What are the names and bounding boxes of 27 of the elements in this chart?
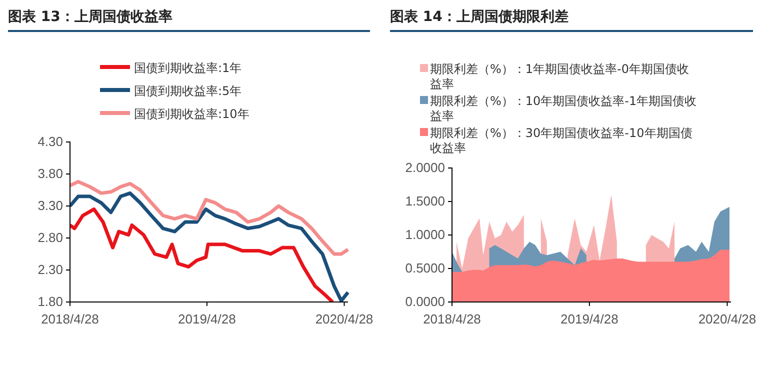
- line-series: [70, 207, 334, 302]
- x-tick-label: 2019/4/28: [560, 311, 618, 326]
- y-tick-label: 2.30: [38, 262, 63, 278]
- y-tick-label: 2.80: [38, 230, 63, 246]
- y-tick-label: 1.80: [38, 294, 63, 310]
- y-tick-label: 1.5000: [405, 194, 445, 209]
- x-tick-label: 2020/4/28: [315, 311, 374, 326]
- legend-label: 国债到期收益率:1年: [134, 61, 242, 75]
- x-tick-label: 2020/4/28: [698, 311, 756, 326]
- chart-title: 图表 13：上周国债收益率: [8, 8, 172, 25]
- legend-label: 国债到期收益率:10年: [134, 107, 250, 121]
- chart-title: 图表 14：上周国债期限利差: [390, 9, 568, 25]
- x-tick-label: 2018/4/28: [423, 311, 481, 326]
- legend-label: 国债到期收益率:5年: [134, 84, 242, 98]
- y-tick-label: 0.5000: [405, 260, 445, 276]
- y-tick-label: 3.30: [38, 198, 63, 214]
- y-tick-label: 3.80: [38, 166, 63, 182]
- y-tick-label: 2.0000: [405, 160, 445, 176]
- y-tick-label: 0.0000: [405, 294, 445, 310]
- x-tick-label: 2019/4/28: [178, 311, 236, 326]
- legend-label: 期限利差（%）：30年期国债收益率-10年期国债收益率: [430, 126, 692, 155]
- y-tick-label: 4.30: [38, 134, 63, 150]
- y-tick-label: 1.0000: [405, 227, 445, 242]
- legend-label: 期限利差（%）：1年期国债收益率-0年期国债收益率: [430, 62, 690, 91]
- legend-label: 期限利差（%）：10年期国债收益率-1年期国债收益率: [430, 94, 697, 123]
- line-series: [70, 180, 350, 256]
- x-tick-label: 2018/4/28: [41, 311, 99, 326]
